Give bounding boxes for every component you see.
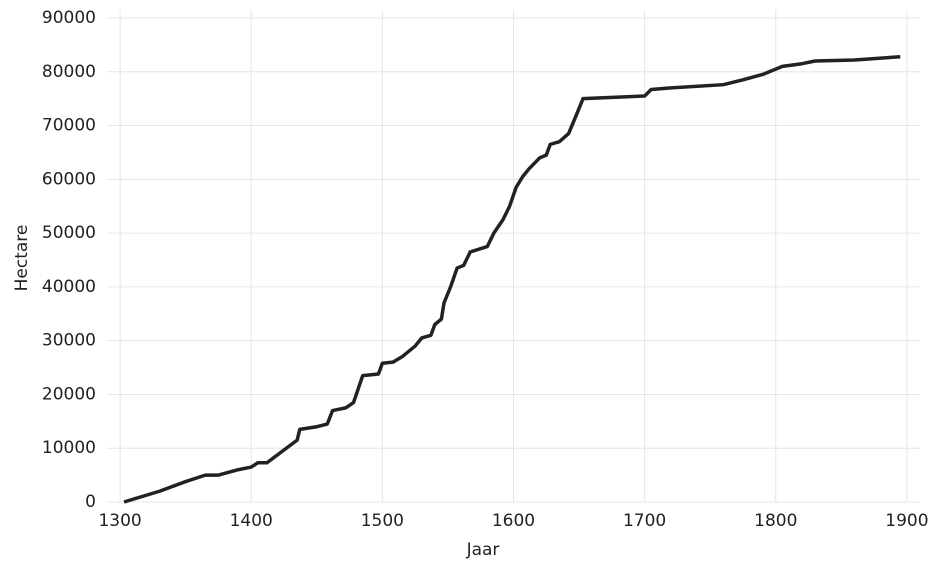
x-tick-label: 1400 xyxy=(230,511,273,531)
x-tick-label: 1900 xyxy=(885,511,928,531)
y-tick-label: 20000 xyxy=(42,384,96,404)
y-tick-label: 40000 xyxy=(42,277,96,297)
x-tick-label: 1500 xyxy=(361,511,404,531)
x-tick-label: 1800 xyxy=(754,511,797,531)
y-tick-label: 80000 xyxy=(42,62,96,82)
y-tick-label: 90000 xyxy=(42,8,96,28)
y-axis-label: Hectare xyxy=(12,225,32,292)
data-line xyxy=(123,54,901,504)
x-tick-label: 1700 xyxy=(623,511,666,531)
y-tick-label: 60000 xyxy=(42,169,96,189)
y-tick-label: 10000 xyxy=(42,438,96,458)
x-tick-label: 1600 xyxy=(492,511,535,531)
y-tick-label: 30000 xyxy=(42,331,96,351)
y-tick-label: 50000 xyxy=(42,223,96,243)
y-tick-label: 70000 xyxy=(42,116,96,136)
x-tick-label: 1300 xyxy=(98,511,141,531)
y-tick-label: 0 xyxy=(85,492,96,512)
x-axis-label: Jaar xyxy=(466,540,500,560)
